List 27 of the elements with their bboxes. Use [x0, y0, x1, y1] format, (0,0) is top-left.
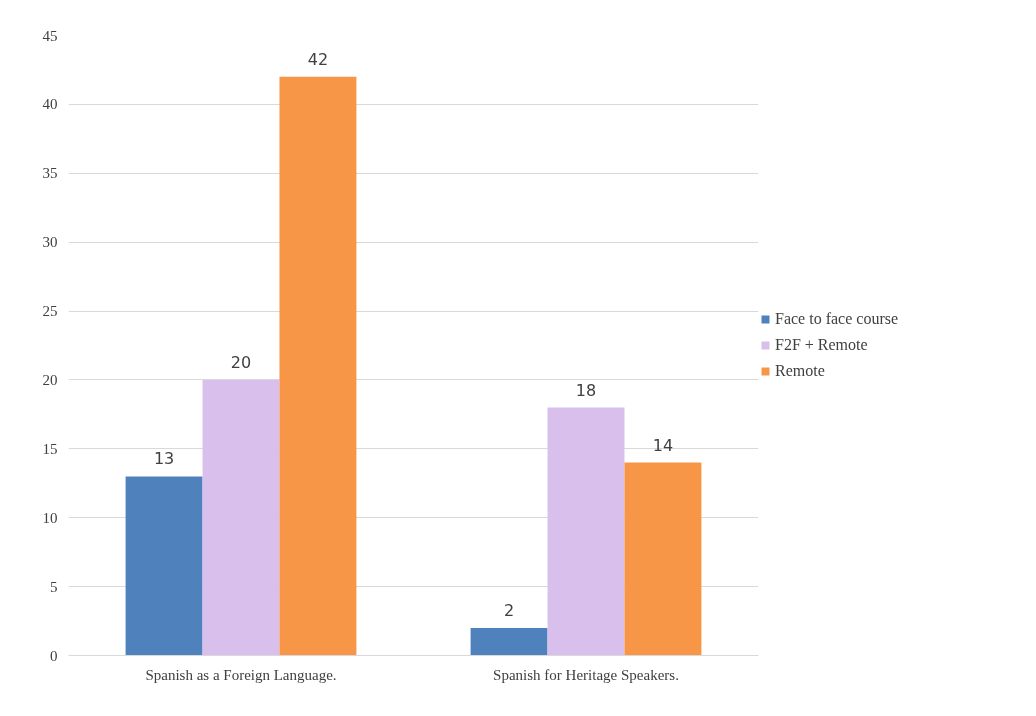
bar — [624, 462, 702, 656]
y-tick-label: 10 — [42, 509, 58, 526]
data-label: 18 — [575, 380, 597, 400]
data-label: 42 — [307, 49, 329, 69]
legend-label: Face to face course — [775, 310, 899, 328]
y-tick-label: 35 — [42, 165, 58, 182]
y-tick-label: 15 — [42, 440, 58, 457]
data-label: 14 — [652, 435, 674, 455]
x-tick-label: Spanish for Heritage Speakers. — [493, 666, 679, 683]
bar — [547, 407, 625, 656]
bar — [125, 476, 203, 656]
bar — [470, 627, 548, 656]
bar — [279, 76, 357, 656]
bar — [202, 379, 280, 656]
y-tick-label: 25 — [42, 303, 58, 320]
data-label: 13 — [153, 449, 175, 469]
y-tick-label: 30 — [42, 234, 58, 251]
y-tick-label: 5 — [50, 578, 58, 595]
legend-label: Remote — [775, 362, 825, 380]
y-tick-label: 0 — [50, 647, 58, 664]
y-tick-label: 45 — [42, 27, 58, 44]
x-tick-label: Spanish as a Foreign Language. — [145, 666, 337, 683]
y-tick-label: 40 — [42, 96, 58, 113]
data-label: 20 — [230, 352, 252, 372]
data-label: 2 — [503, 600, 515, 620]
legend-label: F2F + Remote — [775, 336, 868, 354]
y-tick-label: 20 — [42, 371, 58, 388]
